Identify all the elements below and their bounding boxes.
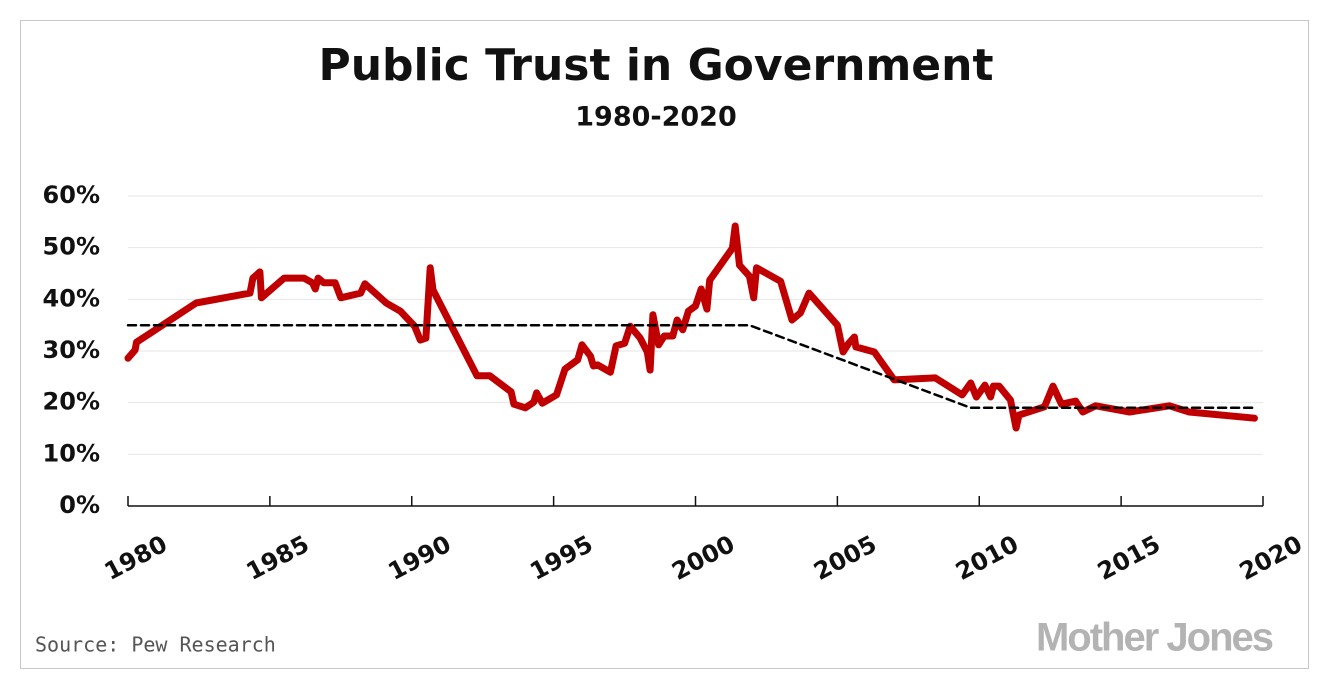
y-tick-label: 60% xyxy=(43,181,100,209)
logo: Mother Jones xyxy=(1036,616,1273,660)
frame xyxy=(20,20,1309,669)
chart-title: Public Trust in Government xyxy=(318,40,993,91)
chart-subtitle: 1980-2020 xyxy=(575,102,737,133)
y-tick-label: 20% xyxy=(43,388,100,416)
y-tick-label: 40% xyxy=(43,284,100,312)
y-tick-label: 30% xyxy=(43,336,100,364)
data-line xyxy=(124,222,1258,432)
y-tick-label: 10% xyxy=(43,439,100,467)
y-tick-label: 0% xyxy=(59,491,100,519)
y-tick-label: 50% xyxy=(43,233,100,261)
source-note: Source: Pew Research xyxy=(35,633,276,657)
